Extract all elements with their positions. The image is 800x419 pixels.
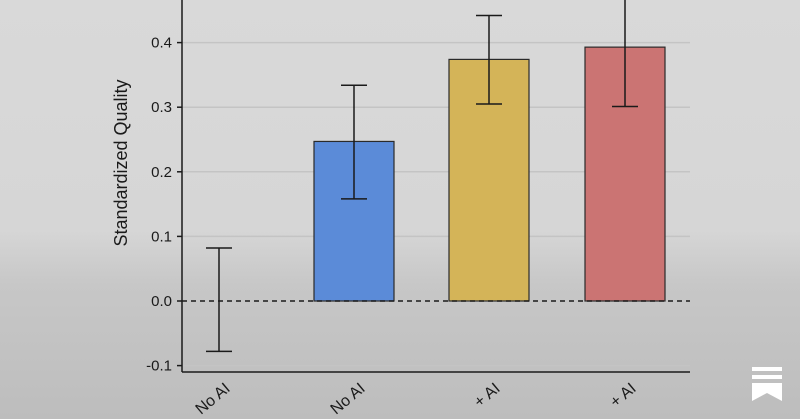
bookmark-logo-icon xyxy=(752,367,782,401)
error-bars xyxy=(206,0,638,353)
x-category-label: + AI xyxy=(471,380,503,411)
y-axis-title: Standardized Quality xyxy=(111,79,131,246)
y-tick-label: 0.4 xyxy=(151,35,172,52)
y-tick-label: 0.1 xyxy=(151,228,172,245)
x-category-label: No AI xyxy=(193,380,234,418)
x-category-label: No AI xyxy=(328,380,369,418)
y-tick-label: 0.3 xyxy=(151,99,172,116)
y-tick-label: 0.0 xyxy=(151,293,172,310)
y-tick-label: 0.2 xyxy=(151,164,172,181)
y-tick-label: -0.1 xyxy=(146,358,172,375)
axes xyxy=(177,0,690,373)
x-category-label: + AI xyxy=(607,380,639,411)
